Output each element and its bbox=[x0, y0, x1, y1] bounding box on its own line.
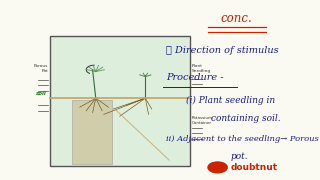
Text: ★ Direction of stimulus: ★ Direction of stimulus bbox=[166, 46, 279, 55]
Text: (i) Plant seedling in: (i) Plant seedling in bbox=[186, 96, 275, 105]
Text: soil: soil bbox=[36, 91, 47, 96]
Text: Plant
Seedling: Plant Seedling bbox=[192, 64, 211, 73]
Bar bbox=[72, 100, 112, 164]
Bar bbox=[50, 36, 190, 166]
Text: Potassium
Container: Potassium Container bbox=[192, 116, 213, 125]
Text: conc.: conc. bbox=[221, 12, 253, 24]
Circle shape bbox=[208, 162, 227, 173]
Text: Porous
Pot: Porous Pot bbox=[34, 64, 48, 73]
Text: containing soil.: containing soil. bbox=[211, 114, 281, 123]
Text: ii) Adjacent to the seedling→ Porous: ii) Adjacent to the seedling→ Porous bbox=[166, 135, 319, 143]
Text: doubtnut: doubtnut bbox=[230, 163, 277, 172]
Text: d: d bbox=[214, 162, 221, 172]
Text: pot.: pot. bbox=[230, 152, 248, 161]
Text: Procedure -: Procedure - bbox=[166, 73, 224, 82]
